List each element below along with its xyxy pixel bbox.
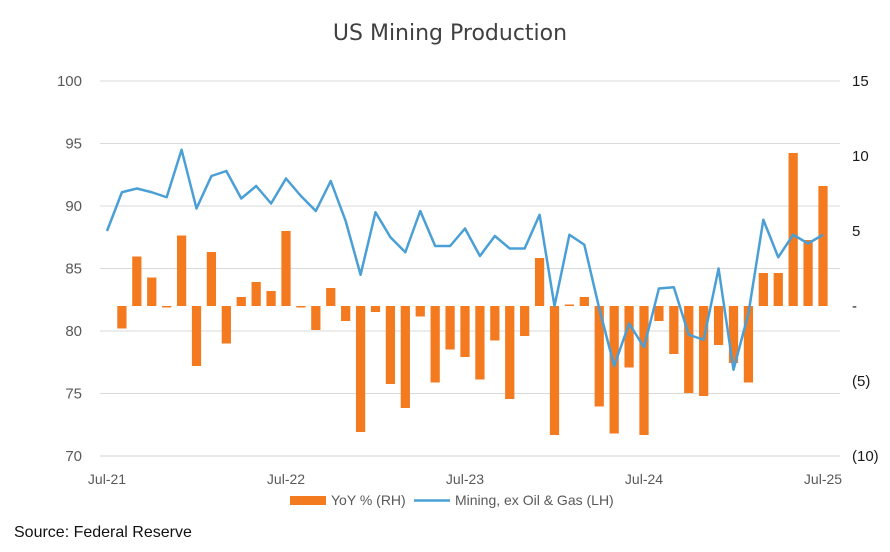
yoy-bar xyxy=(788,153,798,306)
yoy-bar xyxy=(669,306,679,354)
yoy-bar xyxy=(564,304,575,306)
x-tick-label: Jul-24 xyxy=(625,471,663,487)
x-tick-label: Jul-25 xyxy=(804,471,842,487)
right-tick-label: (10) xyxy=(852,448,879,465)
legend-line-label: Mining, ex Oil & Gas (LH) xyxy=(455,492,614,508)
yoy-bar xyxy=(206,252,217,306)
yoy-bar xyxy=(699,306,709,396)
yoy-bar xyxy=(549,306,560,435)
yoy-bar xyxy=(341,306,351,321)
yoy-bar xyxy=(176,235,187,306)
yoy-bar xyxy=(117,306,127,329)
yoy-bar xyxy=(311,306,321,330)
left-tick-label: 90 xyxy=(65,198,82,215)
yoy-bar xyxy=(266,291,276,306)
yoy-bar xyxy=(713,306,724,345)
x-tick-label: Jul-22 xyxy=(267,471,305,487)
yoy-bar xyxy=(520,306,530,336)
yoy-bar xyxy=(445,306,455,350)
yoy-bar xyxy=(355,306,366,432)
left-tick-label: 80 xyxy=(65,323,82,340)
mining-line xyxy=(105,148,824,371)
yoy-bar xyxy=(490,306,500,341)
yoy-bar xyxy=(758,273,768,306)
left-tick-label: 75 xyxy=(65,386,82,403)
right-tick-label: (5) xyxy=(852,373,870,390)
yoy-bar xyxy=(728,306,739,363)
right-tick-label: - xyxy=(852,298,857,315)
right-axis: (10) (5) - 5 10 15 xyxy=(852,73,879,465)
yoy-bar xyxy=(460,306,470,357)
left-tick-label: 70 xyxy=(65,448,82,465)
left-tick-label: 100 xyxy=(57,73,82,90)
yoy-bar xyxy=(326,288,336,306)
left-axis: 70 75 80 85 90 95 100 xyxy=(57,73,82,465)
legend-bar-swatch xyxy=(290,496,326,505)
left-tick-label: 85 xyxy=(65,261,82,278)
yoy-bar xyxy=(654,306,664,321)
right-tick-label: 10 xyxy=(852,148,869,165)
yoy-bar xyxy=(639,306,649,435)
yoy-bar xyxy=(505,306,515,399)
left-tick-label: 95 xyxy=(65,136,82,153)
yoy-bar xyxy=(430,306,440,383)
yoy-bar xyxy=(400,306,410,408)
yoy-bar xyxy=(534,258,545,306)
right-tick-label: 15 xyxy=(852,73,869,90)
source-note: Source: Federal Reserve xyxy=(14,524,192,541)
chart-title: US Mining Production xyxy=(333,21,567,46)
yoy-bar xyxy=(818,186,828,306)
yoy-bar xyxy=(281,231,291,306)
yoy-bar xyxy=(251,282,261,306)
yoy-bar xyxy=(594,306,604,407)
yoy-bar xyxy=(147,277,157,306)
x-tick-label: Jul-23 xyxy=(446,471,484,487)
legend: YoY % (RH) Mining, ex Oil & Gas (LH) xyxy=(290,492,614,508)
yoy-bar xyxy=(236,297,246,306)
yoy-bar xyxy=(684,306,694,393)
yoy-bar xyxy=(221,306,231,344)
yoy-bar xyxy=(191,306,202,366)
right-tick-label: 5 xyxy=(852,223,860,240)
yoy-bars xyxy=(117,153,828,435)
mining-line-path xyxy=(105,148,824,371)
yoy-bar xyxy=(385,306,396,384)
yoy-bar xyxy=(415,306,425,317)
yoy-bar xyxy=(609,306,619,434)
legend-bar-label: YoY % (RH) xyxy=(331,492,406,508)
yoy-bar xyxy=(370,306,381,312)
yoy-bar xyxy=(162,306,172,308)
yoy-bar xyxy=(624,306,634,368)
yoy-bar xyxy=(475,306,485,380)
yoy-bar xyxy=(132,256,142,306)
x-axis: Jul-21 Jul-22 Jul-23 Jul-24 Jul-25 xyxy=(88,471,842,487)
yoy-bar xyxy=(803,240,813,306)
yoy-bar xyxy=(296,306,306,308)
yoy-bar xyxy=(579,297,589,306)
yoy-bar xyxy=(773,273,783,306)
yoy-bar xyxy=(743,306,754,383)
x-tick-label: Jul-21 xyxy=(88,471,126,487)
